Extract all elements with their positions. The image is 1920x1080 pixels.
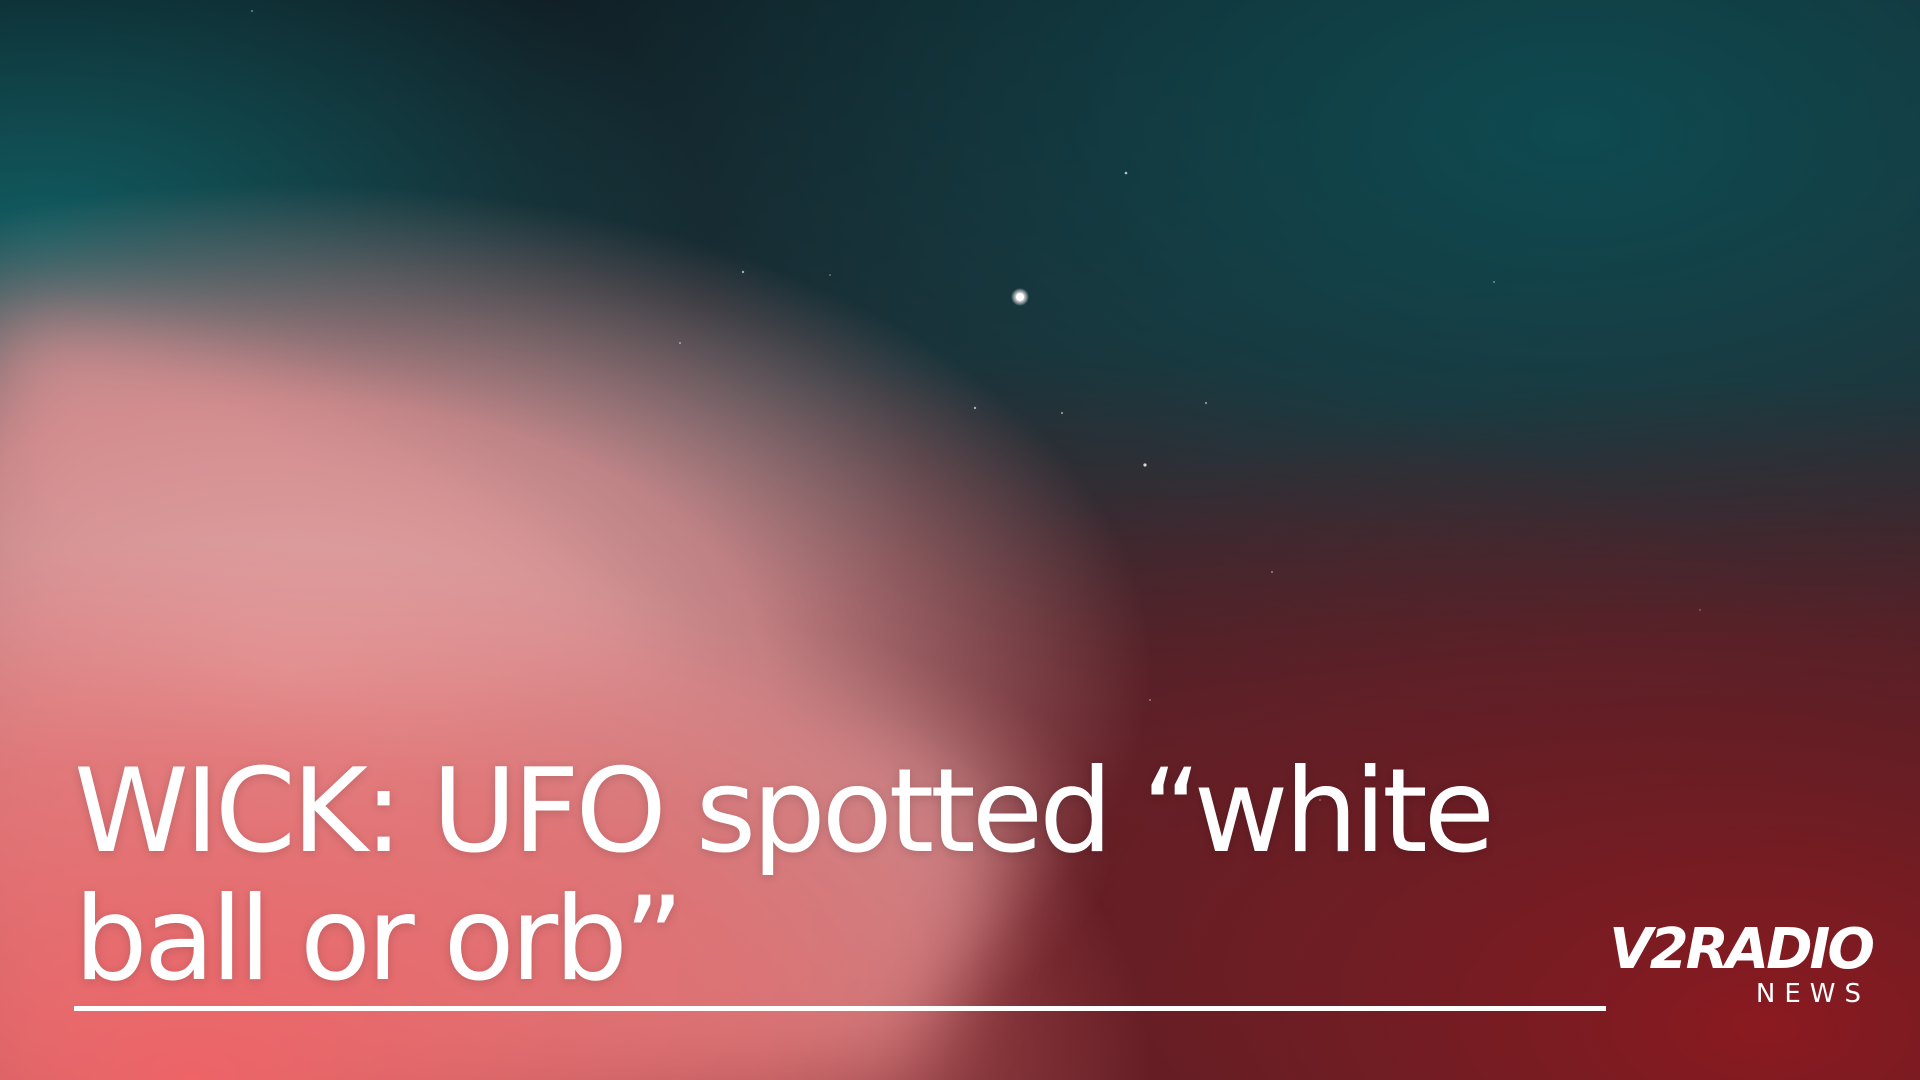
headline-underline [74, 1006, 1606, 1011]
v2radio-news-logo: V2RADIO NEWS [1604, 917, 1875, 1010]
headline-line-2: ball or orb” [74, 872, 684, 1007]
headline: WICK: UFO spotted “white ball or orb” [74, 748, 1594, 1004]
logo-wordmark: V2RADIO [1609, 917, 1875, 982]
stars [251, 10, 1701, 801]
logo-subtitle: NEWS [1755, 979, 1870, 1009]
headline-line-1: WICK: UFO spotted “white [74, 744, 1495, 879]
